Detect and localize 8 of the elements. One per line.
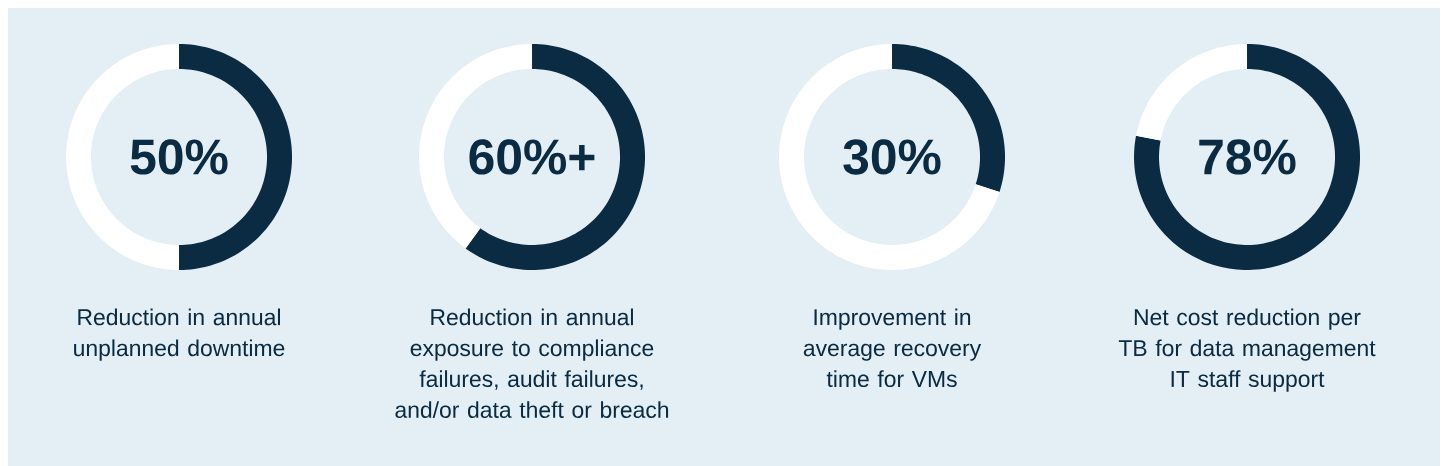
text: 60%+	[469, 139, 595, 175]
text: 78%	[1199, 139, 1296, 175]
text: Improvement in average recovery time for VMs	[803, 308, 982, 388]
text: Reduction in annual exposure to compliance failures, audit failures, and/or data theft or breach	[395, 308, 669, 418]
text: Net cost reduction per TB for data management IT staff support	[1118, 308, 1376, 392]
text: Reduction in annual unplanned downtime	[74, 308, 285, 361]
text: 30%	[843, 139, 941, 175]
text: 50%	[130, 139, 228, 175]
